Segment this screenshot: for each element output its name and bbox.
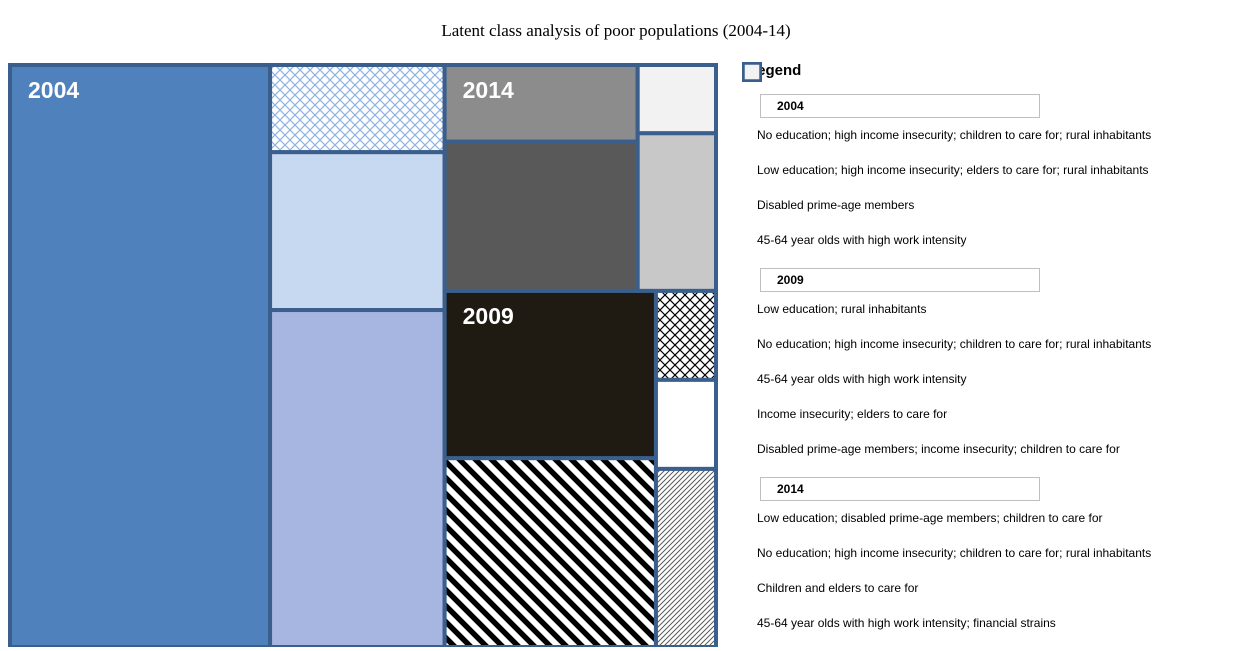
legend-label: 45-64 year olds with high work intensity… bbox=[757, 616, 1056, 630]
treemap-cell bbox=[442, 139, 640, 293]
legend-label: Income insecurity; elders to care for bbox=[757, 407, 948, 421]
treemap-cell bbox=[635, 131, 718, 293]
treemap-cell bbox=[268, 63, 447, 155]
legend-header: 2004 bbox=[760, 94, 1040, 118]
legend-header: 2009 bbox=[760, 268, 1040, 292]
legend-label: Low education; disabled prime-age member… bbox=[757, 511, 1103, 525]
treemap-cell bbox=[653, 288, 719, 382]
treemap-cell bbox=[442, 456, 658, 647]
treemap-cell bbox=[268, 150, 447, 313]
legend: Legend 2004 No education; high income ins… bbox=[742, 62, 1233, 651]
treemap: 2004 2009 2014 bbox=[8, 63, 719, 647]
legend-item: Low education; disabled prime-age member… bbox=[742, 62, 1233, 546]
legend-label: Disabled prime-age members bbox=[757, 198, 915, 212]
treemap-cell bbox=[268, 308, 447, 647]
legend-label: Disabled prime-age members; income insec… bbox=[757, 442, 1120, 456]
legend-item: No education; high income insecurity; ch… bbox=[742, 62, 1233, 372]
swatch-rect bbox=[742, 62, 762, 82]
legend-item: No education; high income insecurity; ch… bbox=[742, 62, 1233, 163]
legend-label: No education; high income insecurity; ch… bbox=[757, 128, 1152, 142]
legend-item: Children and elders to care for bbox=[742, 62, 1233, 616]
legend-item: No education; high income insecurity; ch… bbox=[742, 62, 1233, 581]
treemap-cell bbox=[653, 466, 719, 647]
legend-label: 45-64 year olds with high work intensity bbox=[757, 372, 967, 386]
legend-label: Low education; high income insecurity; e… bbox=[757, 163, 1149, 177]
legend-item: Income insecurity; elders to care for bbox=[742, 62, 1233, 442]
legend-swatch bbox=[742, 62, 762, 82]
legend-label: No education; high income insecurity; ch… bbox=[757, 337, 1152, 351]
legend-item: Disabled prime-age members; income insec… bbox=[742, 62, 1233, 477]
group-label: 2004 bbox=[28, 77, 79, 103]
chart-title: Latent class analysis of poor population… bbox=[441, 21, 790, 40]
legend-item: Disabled prime-age members bbox=[742, 62, 1233, 233]
legend-title: Legend bbox=[748, 62, 802, 79]
treemap-cell bbox=[635, 63, 718, 136]
legend-section: 2009 Low education; rural inhabitants No e… bbox=[742, 62, 1233, 477]
legend-item: Low education; high income insecurity; e… bbox=[742, 62, 1233, 198]
legend-item: 45-64 year olds with high work intensity bbox=[742, 62, 1233, 407]
legend-header: 2014 bbox=[760, 477, 1040, 501]
legend-label: Low education; rural inhabitants bbox=[757, 302, 927, 316]
legend-label: No education; high income insecurity; ch… bbox=[757, 546, 1152, 560]
legend-label: Children and elders to care for bbox=[757, 581, 919, 595]
legend-section: 2004 No education; high income insecurity… bbox=[742, 62, 1233, 268]
legend-item: 45-64 year olds with high work intensity bbox=[742, 62, 1233, 268]
legend-section: 2014 Low education; disabled prime-age me… bbox=[742, 62, 1233, 651]
group-label: 2014 bbox=[463, 77, 514, 103]
group-label: 2009 bbox=[463, 303, 514, 329]
treemap-cell bbox=[653, 377, 719, 471]
legend-item: Low education; rural inhabitants bbox=[742, 62, 1233, 337]
legend-item: 45-64 year olds with high work intensity… bbox=[742, 62, 1233, 651]
treemap-cell bbox=[8, 63, 273, 647]
legend-label: 45-64 year olds with high work intensity bbox=[757, 233, 967, 247]
